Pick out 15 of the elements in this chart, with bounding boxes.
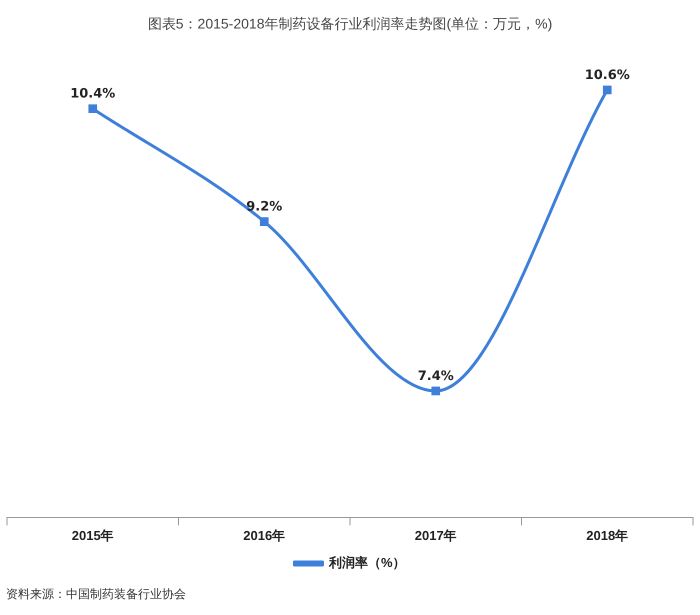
chart-title: 图表5：2015-2018年制药设备行业利润率走势图(单位：万元，%)	[148, 15, 552, 32]
point	[602, 86, 612, 94]
x-tick-label: 2018年	[586, 528, 628, 543]
text: 资料来源：中国制药装备行业协会	[6, 586, 186, 603]
x-tick-label: 2017年	[414, 528, 457, 543]
x-tick-label: 2016年	[243, 528, 286, 543]
point	[431, 386, 440, 396]
x-tick-label: 2015年	[72, 528, 114, 543]
data-label: 10.6%	[584, 68, 630, 83]
data-label: 10.4%	[70, 86, 116, 102]
point	[88, 104, 98, 114]
legend-label: 利润率（%）	[328, 555, 406, 570]
data-label: 7.4%	[418, 368, 454, 384]
point	[260, 217, 269, 226]
data-label: 9.2%	[246, 199, 282, 214]
